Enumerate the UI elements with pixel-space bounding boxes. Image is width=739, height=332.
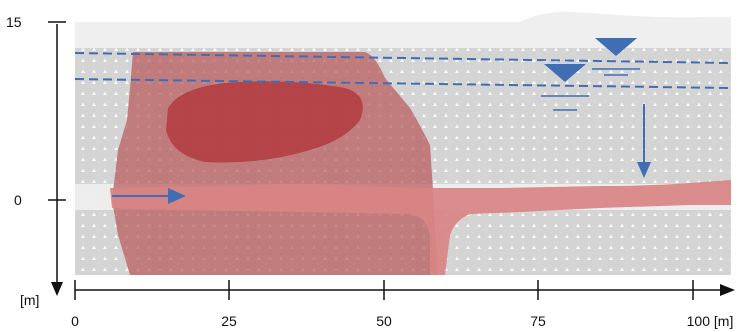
- x-axis: 0 25 50 75 100 [m]: [71, 280, 735, 329]
- y-axis: 15 0 [m]: [6, 14, 66, 308]
- arrow-down-icon: [637, 104, 651, 178]
- contaminant-plume: [110, 52, 731, 275]
- water-table-triangle-icon: [541, 64, 589, 111]
- water-table-line-lower: [74, 78, 732, 89]
- x-tick-label: 0: [71, 313, 79, 329]
- water-table-triangle-icon: [592, 38, 640, 76]
- x-tick-label: 75: [530, 313, 546, 329]
- y-tick-label-top: 15: [6, 14, 22, 30]
- water-table-line-upper: [74, 52, 732, 64]
- plume-core: [166, 81, 363, 163]
- x-tick-label: 50: [376, 313, 392, 329]
- y-axis-unit-label: [m]: [20, 292, 39, 308]
- pink-horizontal-layer: [110, 180, 731, 275]
- water-tables: [74, 38, 732, 111]
- x-tick-label: 25: [221, 313, 237, 329]
- arrow-right-icon: [112, 188, 186, 204]
- x-tick-label: 100 [m]: [687, 313, 734, 329]
- y-tick-label-zero: 0: [14, 192, 22, 208]
